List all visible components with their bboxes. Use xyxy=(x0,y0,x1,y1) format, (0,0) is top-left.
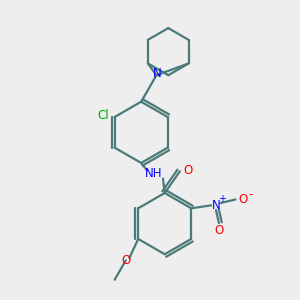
Text: -: - xyxy=(248,188,252,201)
Text: N: N xyxy=(212,199,220,212)
Text: N: N xyxy=(153,67,162,80)
Text: O: O xyxy=(214,224,224,237)
Text: +: + xyxy=(218,194,226,205)
Text: Cl: Cl xyxy=(97,109,109,122)
Text: O: O xyxy=(183,164,192,177)
Text: O: O xyxy=(121,254,130,267)
Text: O: O xyxy=(238,193,248,206)
Text: NH: NH xyxy=(146,167,163,180)
